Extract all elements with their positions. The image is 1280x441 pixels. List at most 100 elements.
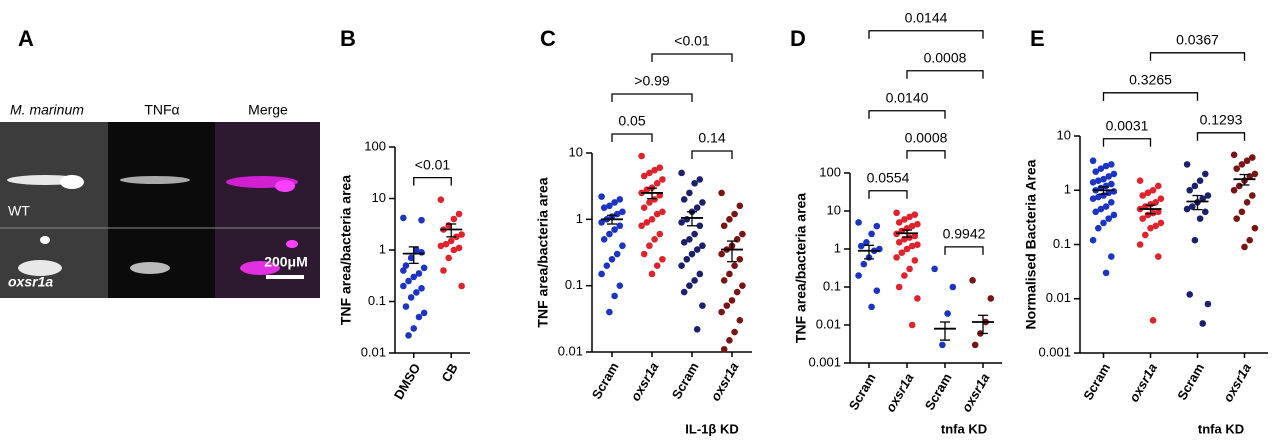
data-point [1136,241,1144,248]
data-point [402,262,410,269]
data-point [1202,208,1209,216]
data-point [696,176,704,183]
data-point [598,193,605,200]
data-point [693,246,701,253]
data-point [873,222,881,230]
y-tick-label: 0.1 [823,278,841,293]
data-point [405,332,412,339]
data-point [860,260,868,268]
data-point [718,189,725,197]
data-point [608,255,616,263]
data-point [696,270,704,278]
significance-bracket [868,30,984,39]
x-tick-label: oxsr1a [883,371,917,415]
data-point [407,294,415,301]
data-point [407,254,415,262]
data-point [603,262,611,269]
data-point [678,262,685,269]
y-tick-label: 0.01 [1046,290,1071,305]
p-value-label: 0.0554 [867,169,910,185]
data-point [1089,236,1097,244]
data-point [616,196,624,203]
data-point [1204,192,1212,199]
data-point [736,202,744,210]
data-point [450,215,458,223]
data-point [1191,236,1199,244]
data-point [1147,224,1154,232]
data-point [906,265,913,273]
data-point [1251,170,1259,178]
data-point [723,302,731,309]
data-point [450,246,458,254]
data-point [653,210,661,218]
data-point [699,302,706,309]
data-point [1238,208,1246,216]
data-point [680,288,688,296]
p-value-label: >0.99 [634,73,670,89]
data-point [691,277,698,284]
data-point [1147,201,1154,208]
data-point [1157,195,1165,202]
data-point [600,204,608,211]
data-point [895,283,903,291]
p-value-label: 0.1293 [1200,112,1243,128]
p-value-label: 0.0144 [905,9,948,25]
data-point [611,199,618,206]
p-value-label: 0.3265 [1129,72,1172,88]
data-point [437,196,445,203]
y-tick-label: 1 [834,240,841,255]
data-point [458,231,465,238]
data-point [969,277,976,284]
significance-bracket [651,53,733,63]
data-point [447,237,455,245]
significance-bracket [413,176,452,186]
y-tick-label: 0.01 [361,344,386,359]
panel-a: A M. marinum TNFα Merge WT oxsr1a 200μM [0,26,320,298]
data-point [693,325,701,333]
significance-bracket [1196,132,1246,141]
data-point [863,239,870,246]
data-point [939,341,946,349]
data-point [949,283,957,291]
data-point [646,169,653,177]
data-point [893,209,900,217]
data-point [651,236,658,243]
y-tick-label: 100 [819,164,841,179]
data-point [731,210,738,218]
data-point [914,241,921,248]
data-point [619,208,626,216]
data-point [906,213,913,221]
data-point [726,337,733,344]
data-point [646,199,653,206]
y-tick-label: 0.001 [808,354,841,369]
y-tick-label: 0.001 [1038,344,1071,359]
group-label: tnfa KD [941,421,987,436]
data-point [726,216,733,223]
data-point [720,345,728,353]
data-point [400,267,407,274]
data-point [1095,224,1102,232]
p-value-label: 0.0008 [905,129,948,145]
data-point [651,166,658,174]
data-point [1097,205,1105,213]
data-point [1102,203,1110,210]
y-tick-label: 10 [1057,127,1071,142]
data-point [656,230,664,238]
data-point [648,216,656,223]
data-point [1189,203,1196,210]
data-point [868,230,875,238]
p-value-label: 0.9942 [943,226,986,242]
bacteria [40,236,50,244]
data-point [1105,173,1112,180]
data-point [1183,161,1191,168]
data-point [1155,182,1162,190]
y-tick-label: 10 [372,190,386,205]
data-point [420,309,428,317]
data-point [606,308,613,316]
column-label: Merge [248,102,288,118]
data-point [680,196,688,203]
data-point [873,287,881,294]
data-point [736,317,744,324]
data-point [659,255,666,263]
